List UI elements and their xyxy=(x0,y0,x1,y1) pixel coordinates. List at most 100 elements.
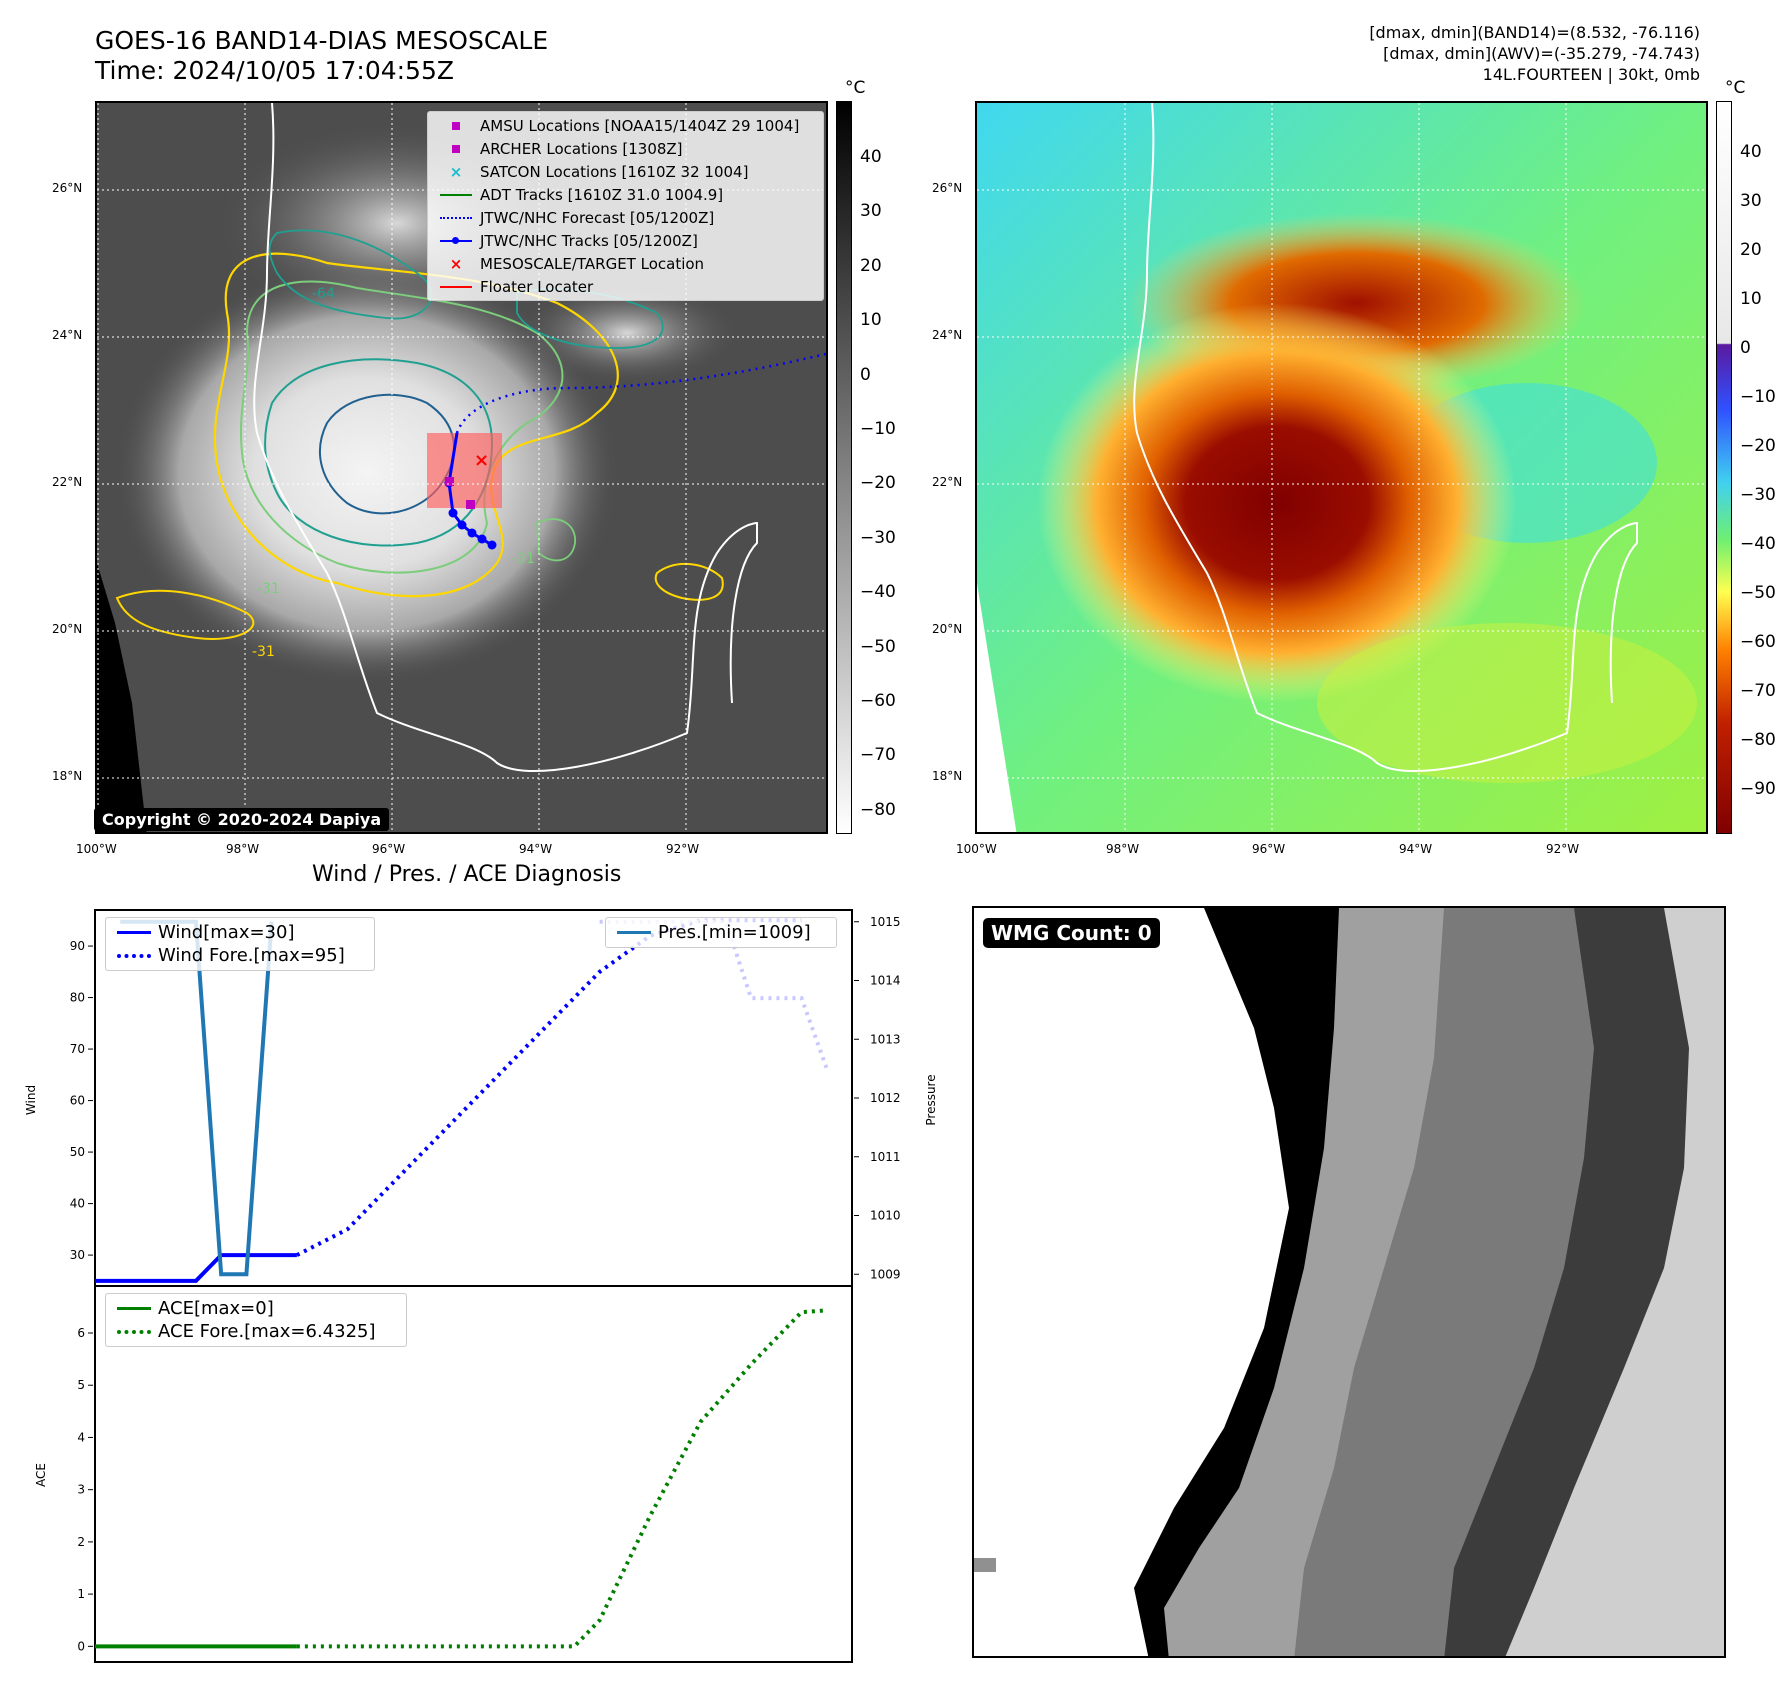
colorbar-gray-unit: °C xyxy=(845,78,866,98)
colorbar-gray-tick-label: 0 xyxy=(860,364,871,385)
colorbar-gray-tick-label: −10 xyxy=(860,419,896,439)
legend-label: AMSU Locations [NOAA15/1404Z 29 1004] xyxy=(480,116,800,135)
wmg-image xyxy=(974,908,1724,1656)
solid-line-icon xyxy=(440,285,472,288)
title-line-2: Time: 2024/10/05 17:04:55Z xyxy=(95,56,454,85)
lon-label: 92°W xyxy=(666,842,700,856)
colorbar-color-tick-label: −30 xyxy=(1740,485,1776,505)
ace-legend: ACE[max=0] ACE Fore.[max=6.4325] xyxy=(105,1293,407,1347)
y-tick-label: 80 xyxy=(70,991,85,1005)
legend-label: ACE[max=0] xyxy=(158,1298,274,1319)
colorbar-gray xyxy=(836,101,852,834)
pres-ylabel: Pressure xyxy=(924,1074,938,1125)
legend-label: JTWC/NHC Tracks [05/1200Z] xyxy=(480,231,698,250)
contour-label-4: -64 xyxy=(312,286,335,302)
lat-label: 22°N xyxy=(52,475,83,489)
stats-block: [dmax, dmin](BAND14)=(8.532, -76.116) [d… xyxy=(1369,22,1700,85)
legend-item-satcon: × SATCON Locations [1610Z 32 1004] xyxy=(428,160,823,183)
wmg-count-badge: WMG Count: 0 xyxy=(983,918,1160,948)
y-tick-label: 3 xyxy=(77,1483,85,1497)
contour-yellow-se xyxy=(654,562,724,601)
ir-map-panel: -31 -31 -31 -64 × xyxy=(95,101,828,834)
colorbar-gray-tick-label: 10 xyxy=(860,310,882,331)
y-tick-label: 1015 xyxy=(870,915,901,929)
moist-region-south xyxy=(1317,623,1697,783)
colorbar-gray-tick-label: −50 xyxy=(860,636,896,657)
cloud-band-ne xyxy=(517,283,737,383)
legend-label: JTWC/NHC Forecast [05/1200Z] xyxy=(480,208,715,227)
ace-series-group: 0 1 2 3 4 5 6 xyxy=(77,1308,827,1653)
wind-series-group: 30 40 50 60 70 80 90 xyxy=(70,918,802,1283)
colorbar-color-tick-label: −80 xyxy=(1740,730,1776,750)
solid-line-icon xyxy=(440,193,472,196)
x-marker-icon: × xyxy=(449,162,463,181)
legend-item-wind: Wind[max=30] xyxy=(106,921,374,944)
lon-label: 98°W xyxy=(226,842,260,856)
track-point xyxy=(487,540,497,550)
colorbar-gray-tick-label: 20 xyxy=(860,255,882,276)
line-dot-icon xyxy=(438,236,474,244)
legend-label: ACE Fore.[max=6.4325] xyxy=(158,1321,376,1342)
moist-core xyxy=(1037,303,1517,703)
y-tick-label: 6 xyxy=(77,1326,85,1340)
colorbar-gray-tick-label: −30 xyxy=(860,527,896,548)
contour-label-1: -31 xyxy=(257,581,280,597)
stats-line-1: [dmax, dmin](BAND14)=(8.532, -76.116) xyxy=(1369,23,1700,42)
dotted-line-icon xyxy=(117,1329,151,1334)
colorbar-color-tick-label: 0 xyxy=(1740,338,1751,358)
copyright-badge: Copyright © 2020-2024 Dapiya xyxy=(94,808,390,831)
colorbar-gray-tick-label: −70 xyxy=(860,745,896,766)
solid-line-icon xyxy=(617,931,651,934)
colorbar-color-unit: °C xyxy=(1725,78,1746,98)
y-tick-label: 5 xyxy=(77,1378,85,1392)
dotted-line-icon xyxy=(117,953,151,958)
title-line-1: GOES-16 BAND14-DIAS MESOSCALE xyxy=(95,26,549,55)
legend-item-adt: ADT Tracks [1610Z 31.0 1004.9] xyxy=(428,183,823,206)
dotted-line-icon xyxy=(440,216,472,219)
contour-teal-north xyxy=(268,229,433,320)
colorbar-color-tick-label: 20 xyxy=(1740,240,1762,260)
colorbar-gray-tick-label: 40 xyxy=(860,147,882,167)
colorbar-gray-tick-label: −80 xyxy=(860,799,896,820)
lon-label: 92°W xyxy=(1546,842,1580,856)
wmg-light-band xyxy=(1505,908,1724,1656)
lat-label: 26°N xyxy=(52,181,83,195)
wind-ylabel: Wind xyxy=(24,1085,38,1115)
archer-marker xyxy=(466,500,475,509)
graticule xyxy=(97,103,826,832)
colorbar-gray-tick-label: −20 xyxy=(860,473,896,494)
track-point xyxy=(448,508,458,518)
y-tick-label: 1 xyxy=(77,1587,85,1601)
stats-line-3: 14L.FOURTEEN | 30kt, 0mb xyxy=(1482,65,1700,84)
awv-map-panel xyxy=(975,101,1708,834)
diagnosis-title: Wind / Pres. / ACE Diagnosis xyxy=(312,862,622,887)
ace-axes-frame xyxy=(94,1285,853,1663)
contour-label-2: -31 xyxy=(252,644,275,660)
no-data-region xyxy=(97,563,147,832)
square-marker-icon xyxy=(452,121,460,130)
track-point xyxy=(467,528,477,538)
legend-item-amsu: AMSU Locations [NOAA15/1404Z 29 1004] xyxy=(428,114,823,137)
solid-line-icon xyxy=(117,931,151,934)
y-tick-label: 1010 xyxy=(870,1209,901,1223)
lat-label: 20°N xyxy=(932,622,963,636)
colorbar-color-tick-label: 30 xyxy=(1740,191,1762,211)
lon-label: 96°W xyxy=(1252,842,1286,856)
legend-label: SATCON Locations [1610Z 32 1004] xyxy=(480,162,749,181)
track-point xyxy=(477,534,487,544)
colorbar-color-tick-label: −40 xyxy=(1740,534,1776,554)
ace-ylabel: ACE xyxy=(34,1463,48,1487)
colorbar-gray-tick-label: −40 xyxy=(860,582,896,603)
legend-item-ace: ACE[max=0] xyxy=(106,1297,406,1320)
lat-label: 24°N xyxy=(932,328,963,342)
legend-item-floater: Floater Locater xyxy=(428,275,823,298)
wmg-edge-pixel xyxy=(974,1558,996,1572)
wind-axes-frame xyxy=(94,909,853,1287)
storm-cloud-shield xyxy=(117,263,617,683)
colorbar-color-tick-label: −60 xyxy=(1740,632,1776,652)
y-tick-label: 1011 xyxy=(870,1150,901,1164)
target-x-marker: × xyxy=(474,450,489,471)
solid-line-icon xyxy=(117,1307,151,1310)
lon-label: 100°W xyxy=(76,842,117,856)
